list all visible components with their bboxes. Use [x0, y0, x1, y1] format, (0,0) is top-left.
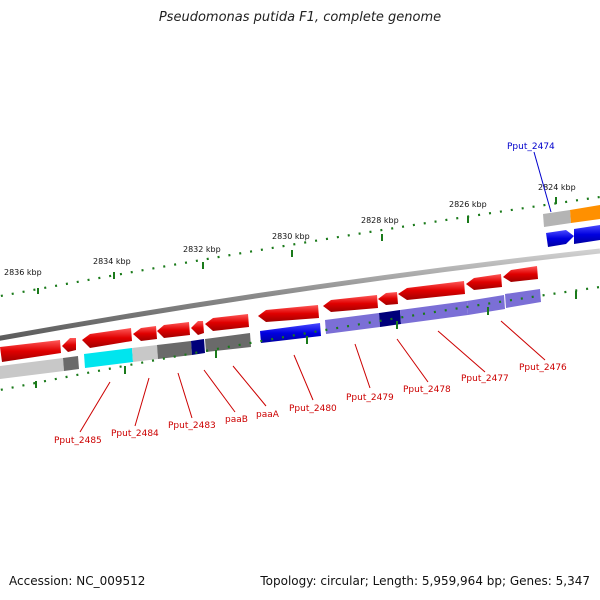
ruler-label: 2824 kbp	[538, 183, 576, 192]
callout-line	[134, 377, 150, 427]
ruler-outer	[0, 195, 600, 298]
callout-line	[437, 330, 486, 373]
gene-label: Pput_2474	[507, 142, 555, 152]
gene-label: Pput_2480	[289, 404, 337, 414]
gene-label: Pput_2484	[111, 429, 159, 439]
callout-line	[203, 369, 236, 413]
reverse-strand-genes	[0, 266, 538, 362]
gene-label: paaA	[256, 410, 280, 420]
ruler-label: 2830 kbp	[272, 232, 310, 241]
ruler-label: 2834 kbp	[93, 257, 131, 266]
gene-Pput_2477-arrow	[398, 281, 465, 300]
callout-line	[79, 381, 111, 433]
genome-backbone	[0, 248, 600, 341]
gene-paaA-arrow	[205, 314, 249, 331]
forward-strand-top	[543, 205, 600, 247]
cog-box-purple	[325, 313, 380, 334]
callout-lines	[79, 151, 552, 433]
gene-Pput_2476-arrow	[466, 274, 502, 290]
gene-label: Pput_2479	[346, 393, 394, 403]
cog-box	[0, 358, 64, 379]
gene-Pput_2479-arrow	[323, 295, 378, 312]
gene-arrow	[574, 225, 600, 244]
ruler-label: 2832 kbp	[183, 245, 221, 254]
cog-box	[157, 341, 192, 359]
gene-paaB-arrow	[191, 321, 204, 335]
gene-arrow	[62, 338, 76, 352]
gene-label: Pput_2485	[54, 436, 102, 446]
gene-labels: Pput_2485 Pput_2484 Pput_2483 paaB paaA …	[54, 142, 567, 446]
gene-Pput_2480-blue	[260, 323, 321, 343]
cog-box-navy	[379, 310, 401, 327]
gene-label: Pput_2476	[519, 363, 567, 373]
ruler-labels: 2836 kbp 2834 kbp 2832 kbp 2830 kbp 2828…	[4, 183, 576, 277]
gene-label: paaB	[225, 415, 248, 425]
ruler-label: 2836 kbp	[4, 268, 42, 277]
gene-label: Pput_2478	[403, 385, 451, 395]
cog-box	[543, 210, 571, 227]
accession-text: Accession: NC_009512	[9, 574, 146, 588]
cog-box-navy	[191, 339, 205, 355]
callout-line	[293, 354, 314, 401]
callout-line	[177, 372, 193, 419]
cog-box-purple	[467, 295, 505, 315]
cog-box	[570, 205, 600, 223]
cog-box	[205, 333, 251, 352]
cog-box-cyan	[84, 348, 133, 368]
gene-Pput_2478-arrow	[378, 292, 398, 305]
callout-line	[354, 343, 371, 389]
ruler-label: 2826 kbp	[449, 200, 487, 209]
gene-arrow	[503, 266, 538, 282]
gene-Pput_2484-arrow	[133, 326, 157, 341]
gene-Pput_2480-arrow	[258, 305, 319, 322]
reverse-cog-boxes	[0, 289, 541, 379]
ruler-label: 2828 kbp	[361, 216, 399, 225]
gene-arrow	[0, 340, 61, 362]
gene-label: Pput_2477	[461, 374, 509, 384]
gene-Pput_2474-arrow	[546, 230, 574, 247]
callout-line	[396, 338, 429, 383]
callout-line	[500, 320, 546, 361]
genome-summary-text: Topology: circular; Length: 5,959,964 bp…	[260, 574, 590, 588]
gene-label: Pput_2483	[168, 421, 216, 431]
map-title: Pseudomonas putida F1, complete genome	[158, 10, 442, 25]
cog-box	[132, 345, 158, 362]
cog-box	[63, 356, 79, 371]
ruler-inner	[0, 285, 600, 392]
gene-Pput_2485-arrow	[82, 328, 132, 348]
callout-line	[232, 365, 267, 407]
callout-line	[533, 151, 552, 213]
gene-Pput_2483-arrow	[157, 322, 190, 338]
